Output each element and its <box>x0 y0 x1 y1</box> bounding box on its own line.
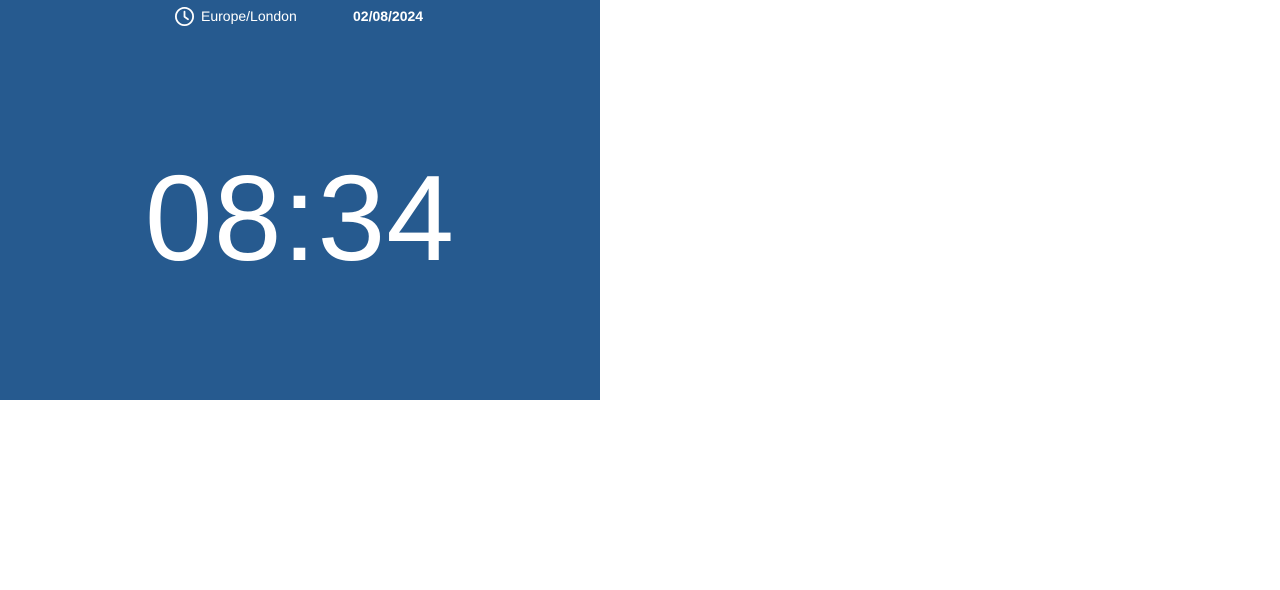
timezone-label: Europe/London <box>201 8 297 24</box>
clock-widget: Europe/London 02/08/2024 08:34 <box>0 0 600 400</box>
time-display: 08:34 <box>144 150 456 286</box>
date-label: 02/08/2024 <box>353 8 424 24</box>
clock-icon <box>174 6 195 27</box>
clock-header: Europe/London 02/08/2024 <box>0 0 600 32</box>
timezone-group: Europe/London <box>174 5 297 27</box>
